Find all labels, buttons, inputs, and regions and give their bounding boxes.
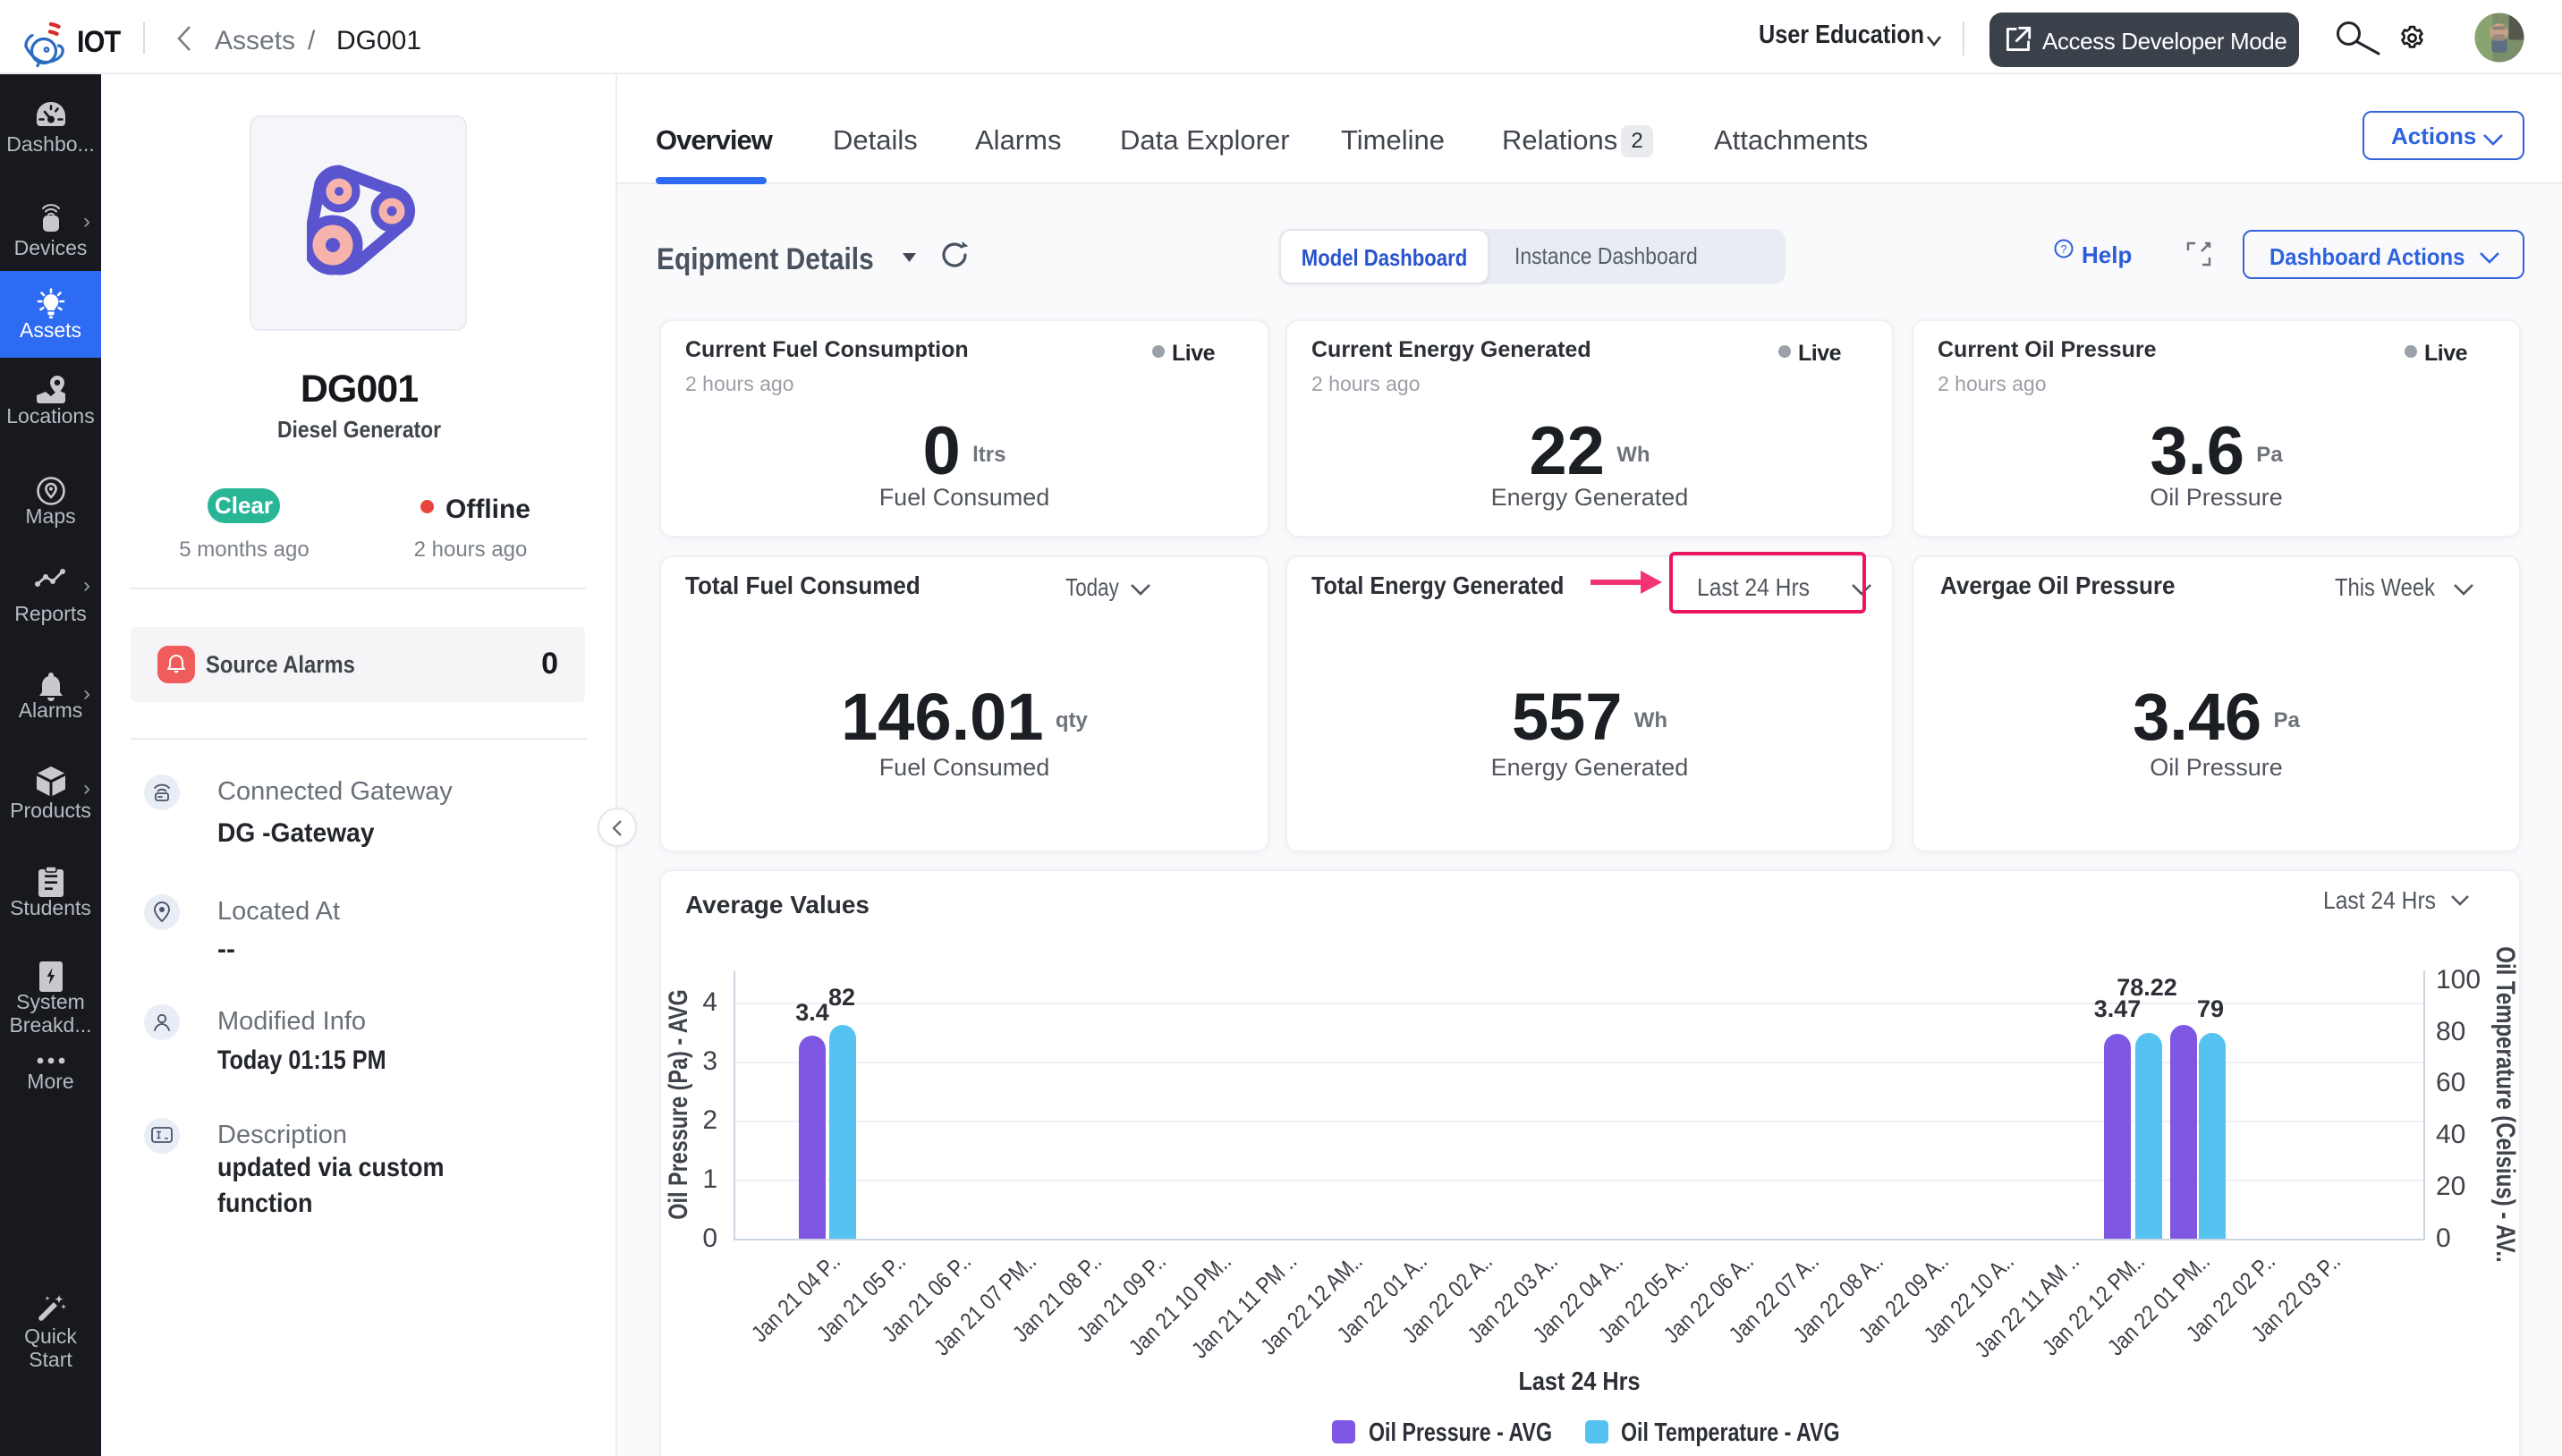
svg-text:?: ? bbox=[2060, 242, 2066, 256]
